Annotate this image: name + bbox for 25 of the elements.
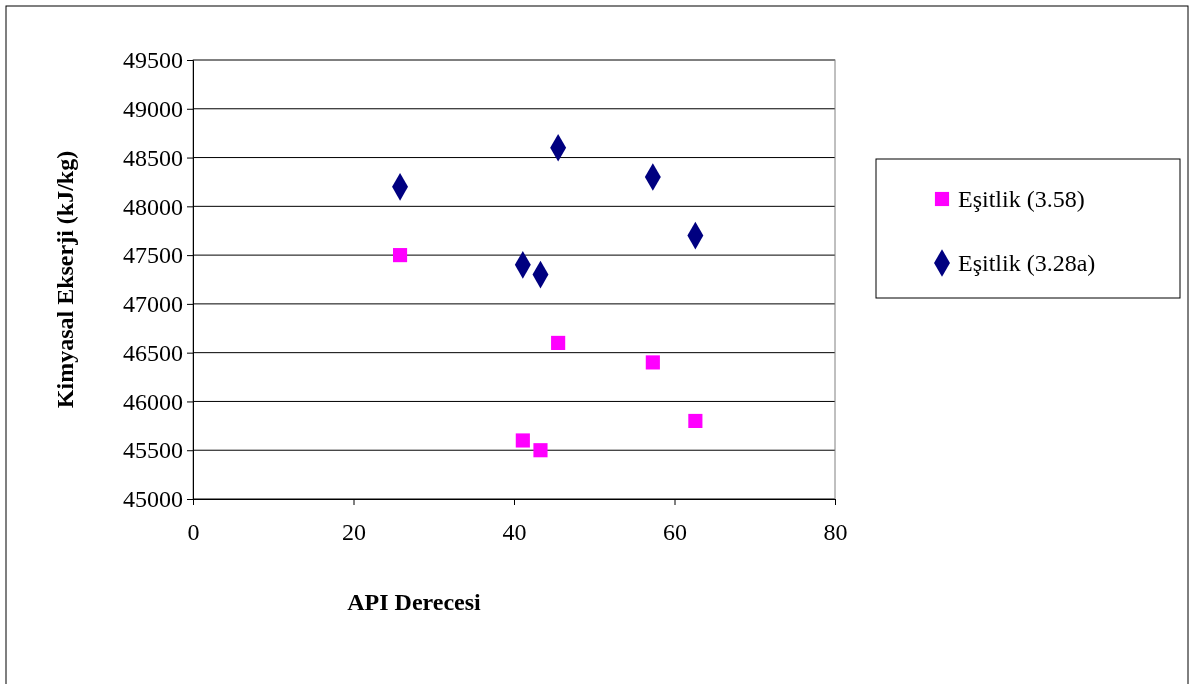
point [515, 433, 530, 448]
point [688, 413, 703, 429]
x-axis-title: API Derecesi [347, 589, 482, 615]
y-tick-label: 48000 [123, 193, 183, 220]
legend-label: Eşitlik (3.58) [958, 186, 1085, 212]
y-tick-label: 45500 [123, 437, 183, 464]
x-tick-label: 0 [187, 519, 200, 546]
point [392, 248, 408, 263]
y-tick-label: 45000 [123, 486, 183, 513]
point [551, 335, 566, 350]
point [645, 355, 660, 370]
point [533, 443, 548, 458]
y-axis-title: Kimyasal Ekserji (kJ/kg) [52, 150, 78, 409]
y-tick-label: 47500 [123, 242, 183, 269]
x-tick-label: 20 [342, 519, 366, 546]
x-tick-label: 40 [502, 519, 527, 546]
y-tick-label: 46000 [123, 388, 183, 415]
y-tick-label: 49500 [123, 47, 183, 74]
legend-label: Eşitlik (3.28a) [958, 250, 1096, 276]
x-tick-label: 60 [663, 519, 687, 546]
y-tick-label: 49000 [123, 95, 183, 122]
y-tick-label: 46500 [123, 339, 183, 366]
x-tick-label: 80 [823, 519, 848, 546]
y-tick-label: 48500 [123, 144, 183, 171]
y-tick-label: 47000 [123, 291, 183, 318]
